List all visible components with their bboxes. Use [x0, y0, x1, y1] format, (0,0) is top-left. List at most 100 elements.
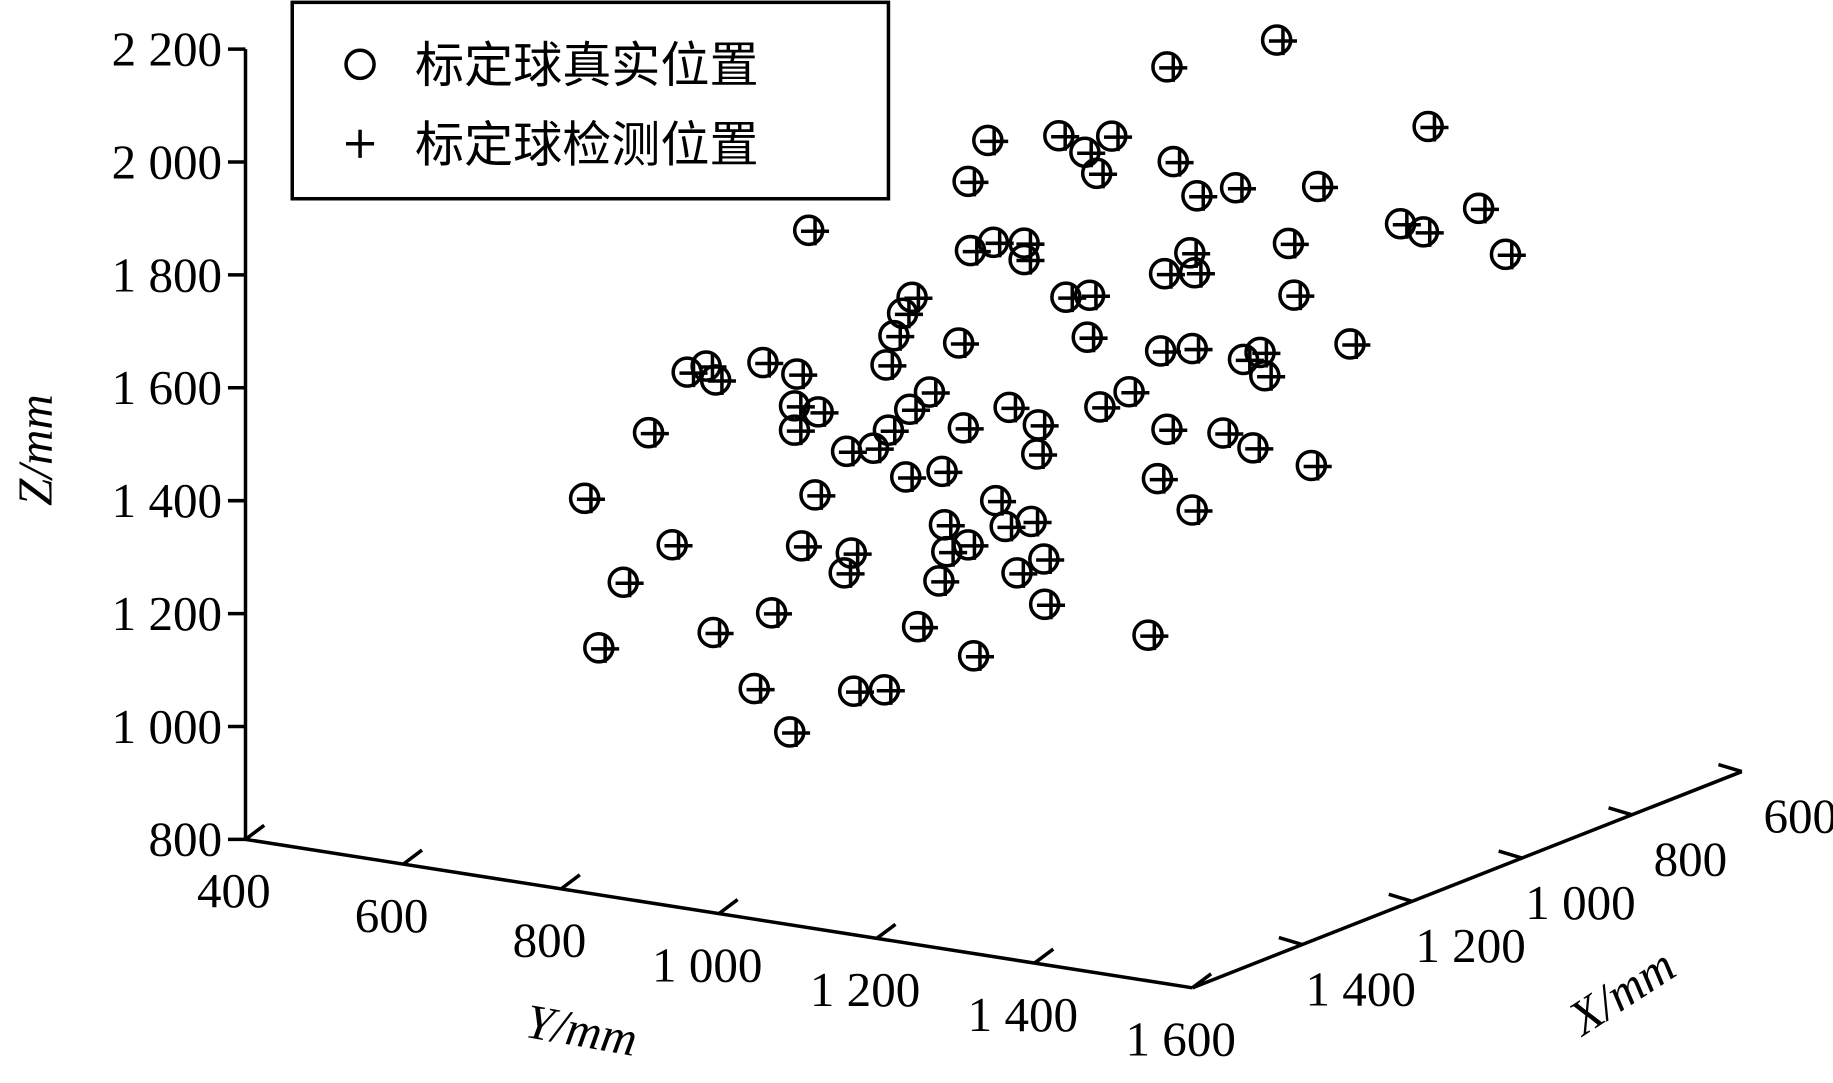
point — [1342, 330, 1371, 359]
point — [1121, 378, 1150, 407]
x-tick-label: 1 000 — [1525, 875, 1635, 930]
point — [1159, 53, 1188, 82]
x-tick — [1608, 806, 1633, 817]
point — [1077, 139, 1106, 168]
point — [707, 366, 736, 395]
point — [980, 127, 1009, 156]
point — [1030, 411, 1059, 440]
z-axis-label: Z/mm — [7, 394, 62, 506]
y-tick — [717, 898, 739, 915]
point — [807, 481, 836, 510]
point — [939, 538, 968, 567]
y-tick-label: 1 200 — [810, 962, 920, 1017]
x-tick — [1278, 935, 1303, 947]
point — [1149, 465, 1178, 494]
y-axis-label: Y/mm — [522, 993, 642, 1067]
point — [836, 559, 865, 588]
x-axis-label: X/mm — [1557, 937, 1685, 1047]
point — [1245, 434, 1274, 463]
point — [845, 678, 875, 707]
point — [1016, 246, 1045, 275]
point — [1189, 182, 1218, 211]
point — [878, 351, 907, 380]
point — [931, 567, 960, 596]
point — [1036, 591, 1065, 620]
point — [1286, 282, 1315, 311]
point — [880, 417, 909, 446]
z-tick-label: 1 200 — [112, 586, 222, 641]
y-tick — [1033, 947, 1055, 965]
point — [934, 458, 963, 487]
z-tick-label: 800 — [148, 812, 222, 867]
z-tick-label: 1 400 — [112, 473, 222, 528]
y-tick — [244, 823, 266, 841]
legend-label: 标定球真实位置 — [415, 38, 759, 93]
x-tick-label: 800 — [1654, 832, 1728, 887]
z-tick-label: 2 000 — [112, 134, 222, 189]
point — [705, 619, 734, 648]
point — [1001, 394, 1030, 423]
point — [950, 329, 979, 359]
point — [838, 438, 867, 467]
z-tick-label: 1 000 — [112, 699, 222, 754]
point — [786, 417, 815, 446]
point — [1470, 195, 1499, 224]
point — [755, 349, 784, 378]
legend-marker — [346, 129, 375, 158]
point — [962, 237, 991, 266]
point — [801, 217, 830, 246]
x-tick-label: 1 400 — [1306, 961, 1416, 1016]
point — [1029, 440, 1058, 470]
point — [898, 463, 927, 492]
point — [955, 414, 984, 443]
point — [786, 392, 815, 421]
y-tick — [560, 873, 581, 891]
point — [1023, 508, 1052, 537]
y-tick — [402, 848, 424, 866]
point — [894, 300, 923, 329]
legend-marker — [344, 48, 376, 81]
y-tick-label: 1 000 — [652, 937, 762, 992]
point — [789, 361, 818, 390]
point — [1092, 393, 1121, 422]
point — [640, 419, 669, 448]
x-tick-label: 600 — [1763, 788, 1833, 843]
point — [1184, 335, 1213, 364]
point — [921, 379, 950, 408]
y-tick-label: 600 — [355, 888, 429, 943]
point — [988, 487, 1017, 516]
point — [1036, 545, 1065, 575]
point — [1303, 452, 1332, 481]
point — [876, 676, 905, 705]
point — [591, 634, 620, 663]
z-tick-label: 1 800 — [112, 247, 222, 302]
point — [1392, 210, 1421, 239]
point — [576, 485, 605, 514]
point — [1058, 284, 1087, 313]
z-tick-label: 1 600 — [112, 360, 222, 415]
point — [1140, 622, 1169, 651]
point — [1156, 260, 1185, 289]
point — [1089, 160, 1118, 189]
point — [1184, 496, 1213, 526]
point — [1051, 122, 1080, 151]
point — [1152, 337, 1181, 366]
x-tick — [1717, 762, 1743, 774]
y-tick — [875, 922, 897, 940]
point — [1268, 27, 1297, 56]
point — [1009, 559, 1038, 588]
y-tick-label: 400 — [197, 863, 271, 918]
point — [1227, 174, 1256, 203]
point — [865, 435, 894, 464]
point — [1104, 123, 1133, 152]
point — [997, 513, 1026, 542]
point — [1079, 324, 1108, 353]
point — [763, 599, 792, 628]
point — [1309, 173, 1339, 202]
point — [1215, 419, 1244, 449]
z-tick-label: 2 200 — [112, 21, 222, 76]
point — [1252, 339, 1281, 368]
point — [1159, 416, 1188, 445]
y-tick-label: 1 600 — [1125, 1012, 1235, 1067]
